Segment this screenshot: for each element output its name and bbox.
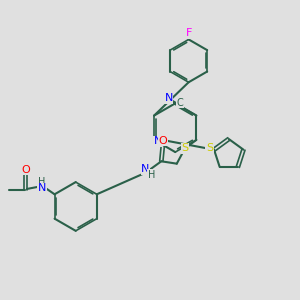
Text: C: C <box>176 98 183 108</box>
Text: N: N <box>141 164 149 174</box>
Text: O: O <box>158 136 167 146</box>
Text: O: O <box>21 165 30 175</box>
Text: S: S <box>206 143 213 153</box>
Text: H: H <box>38 177 46 187</box>
Text: N: N <box>154 136 162 146</box>
Text: S: S <box>182 143 189 153</box>
Text: N: N <box>164 93 173 103</box>
Text: H: H <box>148 170 155 180</box>
Text: N: N <box>38 183 46 193</box>
Text: F: F <box>185 28 192 38</box>
